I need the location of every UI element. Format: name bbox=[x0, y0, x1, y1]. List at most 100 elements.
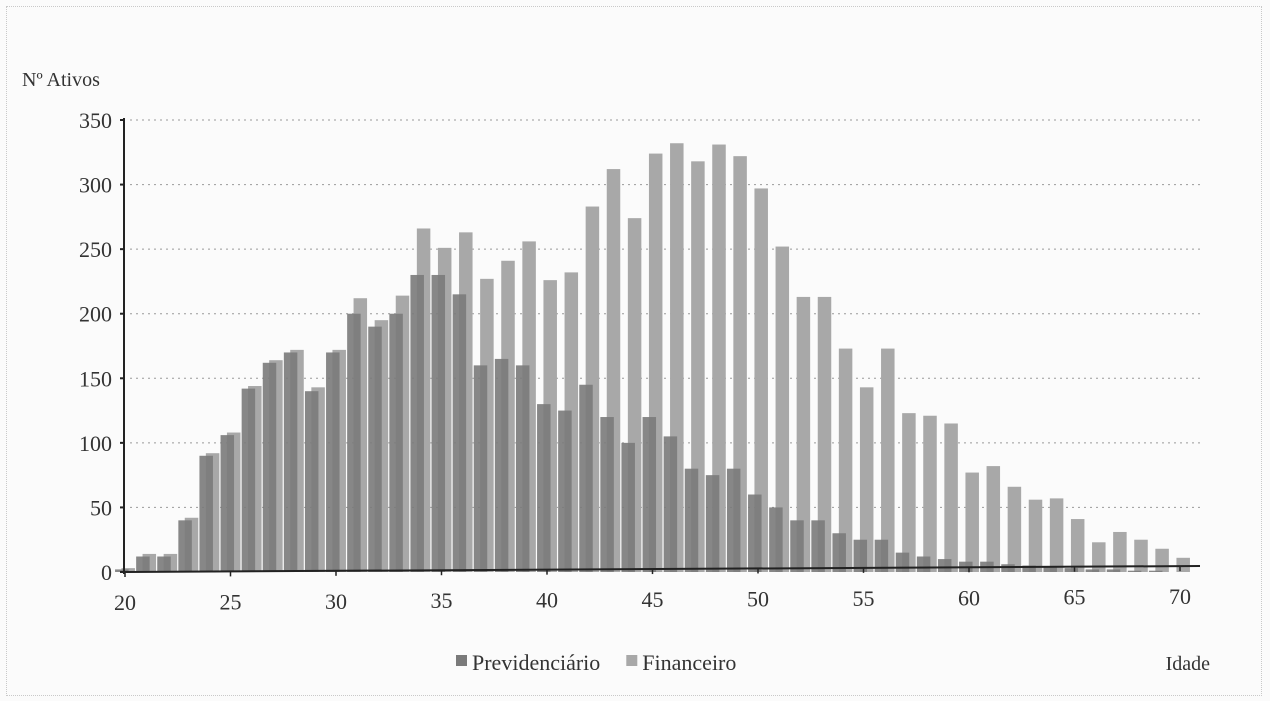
bar-previdenciario-45 bbox=[642, 417, 657, 572]
x-tick-label-45: 45 bbox=[642, 587, 664, 612]
bar-previdenciario-25 bbox=[220, 435, 235, 572]
bar-previdenciario-31 bbox=[347, 313, 361, 572]
bar-previdenciario-24 bbox=[199, 455, 213, 572]
x-tick-label-30: 30 bbox=[325, 589, 347, 614]
bar-previdenciario-54 bbox=[832, 533, 846, 572]
bar-previdenciario-39 bbox=[515, 365, 530, 572]
bar-previdenciario-63 bbox=[1022, 565, 1036, 572]
x-tick-label-55: 55 bbox=[853, 586, 875, 611]
bar-financeiro-60 bbox=[965, 472, 979, 572]
bar-previdenciario-28 bbox=[283, 352, 298, 572]
bar-previdenciario-30 bbox=[326, 352, 340, 572]
chart-frame bbox=[6, 6, 1262, 696]
bar-financeiro-59 bbox=[944, 423, 958, 572]
bar-financeiro-69 bbox=[1155, 548, 1169, 572]
x-axis-title: Idade bbox=[1166, 653, 1211, 675]
bar-previdenciario-37 bbox=[473, 365, 488, 572]
x-tick-label-70: 70 bbox=[1169, 584, 1191, 609]
bar-financeiro-63 bbox=[1028, 499, 1043, 572]
bars-group bbox=[115, 143, 1190, 573]
x-tick-label-35: 35 bbox=[431, 588, 453, 613]
y-axis-title: Nº Ativos bbox=[22, 69, 100, 91]
bar-previdenciario-44 bbox=[621, 442, 635, 572]
bar-previdenciario-49 bbox=[726, 468, 741, 572]
bar-financeiro-48 bbox=[712, 144, 726, 572]
bar-financeiro-70 bbox=[1176, 557, 1190, 572]
bar-previdenciario-58 bbox=[916, 556, 931, 572]
bar-financeiro-68 bbox=[1134, 539, 1148, 572]
bar-financeiro-66 bbox=[1092, 542, 1106, 572]
axes bbox=[120, 118, 1201, 577]
y-tick-label-300: 300 bbox=[79, 173, 112, 198]
bar-previdenciario-66 bbox=[1085, 569, 1100, 572]
y-tick-label-250: 250 bbox=[79, 237, 112, 262]
y-tick-label-200: 200 bbox=[79, 302, 112, 327]
x-tick-label-60: 60 bbox=[958, 585, 980, 610]
bar-financeiro-61 bbox=[986, 466, 1001, 572]
bar-previdenciario-42 bbox=[579, 384, 593, 572]
bar-financeiro-58 bbox=[923, 415, 937, 572]
y-tick-label-350: 350 bbox=[79, 108, 112, 133]
y-tick-label-50: 50 bbox=[90, 495, 112, 520]
bar-financeiro-51 bbox=[775, 246, 790, 572]
bar-previdenciario-50 bbox=[748, 494, 762, 572]
legend-swatch-1 bbox=[456, 655, 467, 666]
x-tick-label-65: 65 bbox=[1064, 585, 1086, 610]
bar-previdenciario-26 bbox=[241, 388, 256, 572]
bar-previdenciario-47 bbox=[684, 468, 699, 572]
bar-previdenciario-57 bbox=[895, 552, 910, 572]
bar-previdenciario-21 bbox=[136, 556, 150, 572]
bar-previdenciario-69 bbox=[1148, 570, 1163, 572]
bar-financeiro-50 bbox=[754, 188, 768, 572]
x-tick-label-40: 40 bbox=[536, 588, 558, 613]
x-tick-label-20: 20 bbox=[114, 590, 136, 615]
bar-previdenciario-35 bbox=[431, 274, 446, 572]
bar-financeiro-67 bbox=[1113, 531, 1127, 572]
y-tick-label-0: 0 bbox=[101, 560, 112, 585]
bar-previdenciario-23 bbox=[178, 520, 192, 572]
x-axis-line bbox=[123, 565, 1201, 573]
bar-previdenciario-52 bbox=[790, 520, 804, 572]
bar-financeiro-65 bbox=[1070, 519, 1085, 572]
legend-label-1: Previdenciário bbox=[472, 650, 600, 675]
y-tick-label-150: 150 bbox=[79, 366, 112, 391]
bar-previdenciario-27 bbox=[262, 362, 277, 572]
bar-financeiro-57 bbox=[902, 413, 916, 572]
bar-previdenciario-55 bbox=[853, 539, 868, 572]
bar-previdenciario-62 bbox=[1001, 564, 1015, 572]
bar-previdenciario-41 bbox=[558, 410, 572, 572]
bar-previdenciario-38 bbox=[494, 358, 509, 572]
x-tick-labels: 20 25 30 35 40 45 50 55 60 65 70 bbox=[114, 584, 1191, 615]
y-tick-label-100: 100 bbox=[79, 431, 112, 456]
bar-previdenciario-32 bbox=[368, 326, 382, 572]
bar-financeiro-56 bbox=[881, 348, 895, 572]
bar-financeiro-49 bbox=[733, 156, 747, 572]
bar-previdenciario-48 bbox=[705, 475, 720, 572]
bar-financeiro-55 bbox=[859, 387, 874, 572]
bar-previdenciario-59 bbox=[937, 559, 952, 572]
bar-previdenciario-43 bbox=[600, 417, 614, 572]
bar-previdenciario-40 bbox=[537, 404, 551, 572]
bar-financeiro-53 bbox=[817, 296, 832, 572]
x-tick-label-50: 50 bbox=[747, 586, 769, 611]
bar-previdenciario-53 bbox=[811, 520, 825, 572]
bar-previdenciario-33 bbox=[389, 313, 403, 572]
bar-previdenciario-64 bbox=[1043, 566, 1057, 572]
bar-previdenciario-67 bbox=[1106, 569, 1121, 572]
bar-previdenciario-65 bbox=[1064, 568, 1079, 572]
bar-previdenciario-20 bbox=[115, 569, 129, 572]
bar-financeiro-52 bbox=[796, 296, 811, 572]
bar-previdenciario-56 bbox=[874, 539, 889, 572]
bar-previdenciario-29 bbox=[304, 391, 319, 572]
y-tick-labels: 0 50 100 150 200 250 300 350 bbox=[79, 108, 112, 585]
bar-previdenciario-36 bbox=[452, 294, 467, 572]
bar-financeiro-64 bbox=[1049, 498, 1064, 572]
legend-swatch-2 bbox=[626, 655, 638, 666]
bar-previdenciario-22 bbox=[157, 556, 171, 572]
legend-label-2: Financeiro bbox=[642, 650, 736, 675]
x-tick-label-25: 25 bbox=[220, 589, 242, 614]
bar-previdenciario-46 bbox=[663, 436, 678, 572]
bar-previdenciario-51 bbox=[769, 507, 783, 572]
bar-previdenciario-68 bbox=[1127, 570, 1142, 572]
